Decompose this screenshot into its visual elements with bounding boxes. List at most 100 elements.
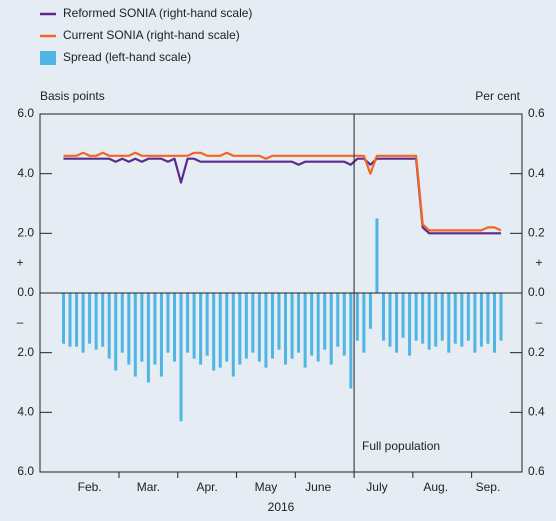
y-tick-label: 2.0: [17, 345, 34, 359]
bar: [440, 293, 444, 341]
bar: [257, 293, 261, 362]
x-tick-label: Mar.: [137, 480, 160, 494]
y-tick-label: 4.0: [17, 405, 34, 419]
y2-tick-label: 0.6: [528, 106, 545, 120]
bar: [212, 293, 216, 371]
sign-label: –: [17, 315, 24, 329]
bar: [264, 293, 268, 368]
bar: [159, 293, 163, 377]
bar: [486, 293, 490, 344]
legend-label: Reformed SONIA (right-hand scale): [63, 6, 252, 20]
y2-tick-label: 0.4: [528, 166, 545, 180]
y-tick-label: 2.0: [17, 226, 34, 240]
bar: [88, 293, 92, 344]
bar: [251, 293, 255, 353]
bar: [140, 293, 144, 362]
bar: [388, 293, 392, 347]
bar: [479, 293, 483, 347]
bar: [466, 293, 470, 341]
bar: [434, 293, 438, 347]
y2-tick-label: 0.4: [528, 405, 545, 419]
bar: [270, 293, 274, 359]
y2-tick-label: 0.2: [528, 226, 545, 240]
bar: [94, 293, 98, 350]
bar: [303, 293, 307, 368]
x-tick-label: Apr.: [196, 480, 217, 494]
x-tick-label: Sep.: [476, 480, 501, 494]
bar: [277, 293, 281, 350]
bar: [81, 293, 85, 353]
bar: [231, 293, 235, 377]
bar: [62, 293, 65, 344]
bar: [290, 293, 294, 359]
bar: [499, 293, 503, 341]
bar: [75, 293, 79, 347]
x-tick-label: June: [305, 480, 331, 494]
bar: [205, 293, 209, 356]
bar: [323, 293, 327, 350]
legend-label: Current SONIA (right-hand scale): [63, 28, 240, 42]
bar: [192, 293, 196, 359]
bar: [225, 293, 229, 362]
bar: [114, 293, 118, 371]
bar: [329, 293, 333, 365]
sign-label: +: [16, 255, 23, 269]
bar: [133, 293, 137, 377]
bar: [414, 293, 418, 341]
bar: [316, 293, 320, 362]
bar: [453, 293, 457, 344]
bar: [284, 293, 288, 365]
legend-label: Spread (left-hand scale): [63, 50, 191, 64]
sign-label: +: [535, 255, 542, 269]
bar: [101, 293, 105, 347]
line: [63, 157, 501, 235]
x-tick-label: Aug.: [423, 480, 448, 494]
bar: [173, 293, 177, 362]
bar: [244, 293, 248, 359]
bar: [186, 293, 190, 353]
bar: [238, 293, 242, 365]
bar: [342, 293, 346, 356]
bar: [473, 293, 477, 353]
y2-tick-label: 0.6: [528, 464, 545, 478]
y2-tick-label: 0.0: [528, 285, 545, 299]
bar: [401, 293, 405, 338]
bar: [127, 293, 131, 365]
y-tick-label: 0.0: [17, 285, 34, 299]
y-tick-label: 6.0: [17, 106, 34, 120]
bar: [395, 293, 399, 353]
sign-label: –: [536, 315, 543, 329]
bar: [199, 293, 203, 365]
legend-swatch: [40, 51, 56, 65]
bar: [421, 293, 425, 344]
bar: [297, 293, 301, 353]
bar: [447, 293, 451, 353]
bar: [349, 293, 353, 389]
x-tick-label: July: [366, 480, 387, 494]
bar: [107, 293, 111, 359]
bar: [460, 293, 464, 347]
bar: [179, 293, 183, 422]
y-tick-label: 4.0: [17, 166, 34, 180]
y2-axis-title: Per cent: [475, 89, 520, 103]
annotation: Full population: [362, 439, 440, 453]
x-axis-title: 2016: [268, 500, 295, 514]
bar: [68, 293, 72, 347]
bar: [375, 218, 379, 293]
bar: [218, 293, 222, 368]
bar: [492, 293, 496, 353]
x-tick-label: Feb.: [78, 480, 102, 494]
x-tick-label: May: [255, 480, 278, 494]
bar: [381, 293, 385, 341]
y-axis-title: Basis points: [40, 89, 105, 103]
bar: [355, 293, 359, 341]
bar: [427, 293, 431, 350]
bar: [146, 293, 150, 383]
bar: [153, 293, 157, 365]
y2-tick-label: 0.2: [528, 345, 545, 359]
bar: [336, 293, 340, 347]
line: [63, 151, 502, 232]
bar: [368, 293, 372, 329]
y-tick-label: 6.0: [17, 464, 34, 478]
